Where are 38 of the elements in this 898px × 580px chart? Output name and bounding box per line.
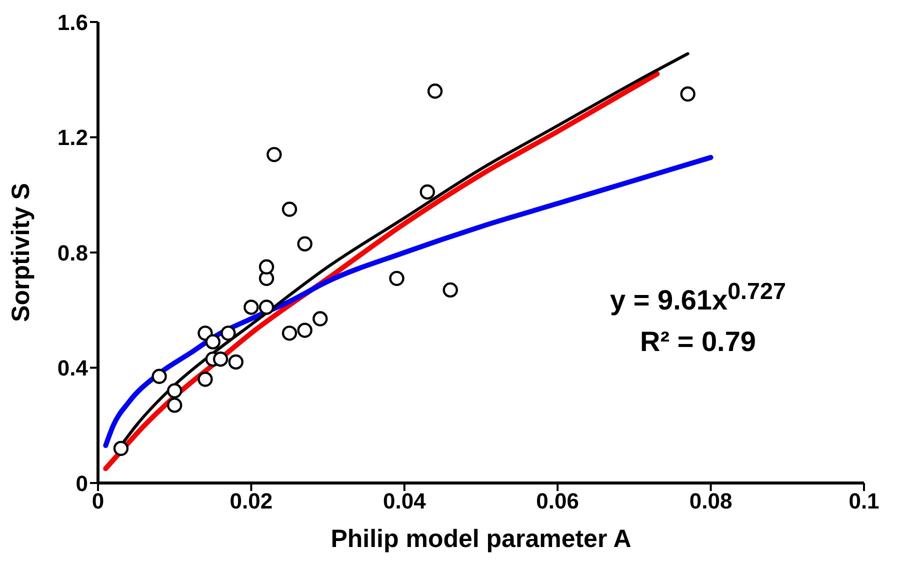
- point: [220, 326, 236, 341]
- point: [266, 146, 282, 162]
- point: [389, 270, 404, 286]
- point: [228, 354, 244, 370]
- x-tick-label: 0.1: [848, 488, 880, 514]
- x-axis-title: Philip model parameter A: [330, 525, 632, 553]
- y-tick-label: 1.6: [57, 10, 88, 35]
- point: [297, 322, 312, 338]
- point: [312, 311, 328, 326]
- y-tick-label: 1.2: [57, 125, 88, 150]
- point: [198, 372, 213, 387]
- point: [212, 352, 228, 367]
- point: [282, 326, 298, 341]
- point: [258, 300, 274, 315]
- x-tick-label: 0.02: [230, 488, 273, 514]
- point: [680, 86, 696, 102]
- x-tick-label: 0.04: [382, 488, 427, 514]
- point: [420, 184, 435, 200]
- annotation: y = 9.61x$^{0.727}$: [609, 277, 787, 318]
- annotation: R² = 0.79: [639, 325, 757, 360]
- point: [113, 440, 129, 456]
- x-tick-label: 0.06: [536, 488, 580, 514]
- point: [442, 282, 458, 298]
- point: [244, 300, 259, 315]
- point: [152, 368, 167, 384]
- y-tick-label: 0.8: [57, 240, 88, 266]
- point: [282, 202, 298, 217]
- y-tick-label: 0: [76, 470, 88, 496]
- y-axis-title: Sorptivity S: [6, 183, 35, 322]
- point: [205, 334, 220, 350]
- point: [167, 398, 182, 413]
- point: [167, 383, 182, 398]
- x-tick-label: 0.08: [689, 488, 732, 514]
- point: [297, 236, 312, 252]
- point: [258, 259, 274, 275]
- point: [427, 84, 443, 99]
- y-tick-label: 0.4: [57, 356, 89, 381]
- x-tick-label: 0: [92, 488, 104, 514]
